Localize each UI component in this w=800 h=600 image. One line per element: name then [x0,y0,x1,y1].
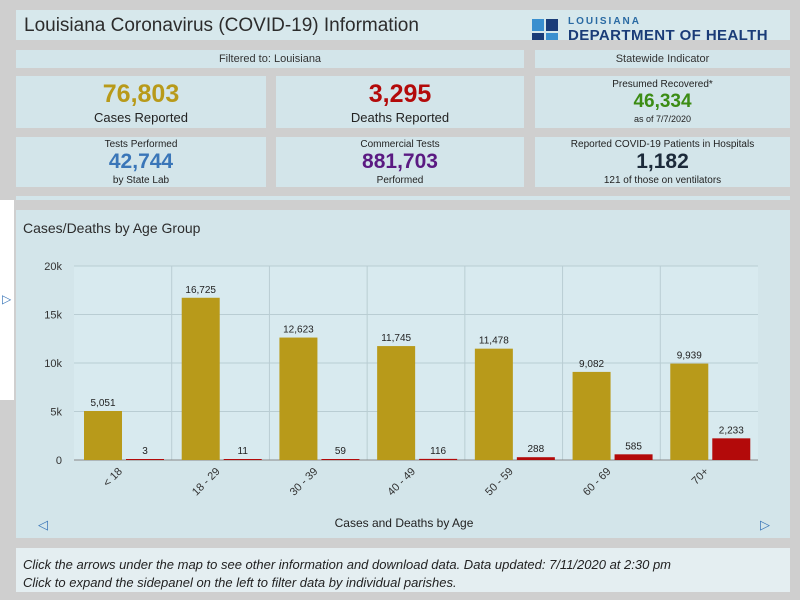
cases-data-label: 11,745 [381,333,411,344]
recovered-label: Presumed Recovered* [612,79,713,90]
filter-label: Filtered to: Louisiana [16,50,524,68]
hospital-label: Reported COVID-19 Patients in Hospitals [570,139,755,150]
deaths-data-label: 59 [335,446,347,457]
chevron-right-icon[interactable]: ▷ [2,292,12,306]
chart-nav-label: Cases and Deaths by Age [334,516,474,530]
recovered-value: 46,334 [633,91,692,112]
deaths-data-label: 3 [142,446,148,457]
y-tick-label: 10k [44,358,62,370]
ldh-logo-mark-icon [532,19,558,40]
cases-label: Cases Reported [94,110,188,125]
chart-title: Cases/Deaths by Age Group [23,220,201,236]
cases-card: 76,803 Cases Reported [16,76,266,128]
tests-label: Tests Performed [104,139,178,150]
cases-data-label: 16,725 [185,285,216,296]
y-tick-label: 20k [44,261,62,273]
cases-bar[interactable] [474,348,513,460]
y-tick-label: 15k [44,310,62,322]
deaths-bar[interactable] [516,457,555,460]
x-tick-label: < 18 [101,466,125,490]
x-tick-label: 30 - 39 [288,466,321,499]
recovered-card: Presumed Recovered* 46,334 as of 7/7/202… [535,76,790,128]
chevron-right-icon[interactable]: ▷ [760,517,770,532]
deaths-data-label: 116 [430,446,446,457]
cases-bar[interactable] [84,411,122,460]
cases-value: 76,803 [102,80,180,108]
deaths-data-label: 11 [238,446,249,457]
cases-data-label: 12,623 [283,325,314,336]
hospital-card: Reported COVID-19 Patients in Hospitals … [535,137,790,187]
deaths-data-label: 288 [528,444,545,455]
cases-bar[interactable] [670,363,709,460]
x-tick-label: 70+ [690,466,712,488]
deaths-bar[interactable] [614,454,653,460]
tests-value: 42,744 [108,150,174,173]
deaths-bar[interactable] [126,459,164,460]
cases-bar[interactable] [279,337,318,460]
cases-data-label: 9,082 [579,359,604,370]
deaths-bar[interactable] [223,459,262,460]
deaths-card: 3,295 Deaths Reported [276,76,524,128]
cases-data-label: 5,051 [90,398,115,409]
y-tick-label: 0 [56,455,62,467]
commercial-tests-card: Commercial Tests 881,703 Performed [276,137,524,187]
x-tick-label: 18 - 29 [190,466,223,499]
sidepanel-expand-tab[interactable]: ▷ [0,200,14,400]
tests-card: Tests Performed 42,744 by State Lab [16,137,266,187]
statewide-label: Statewide Indicator [535,50,790,68]
cases-data-label: 11,478 [479,336,509,347]
deaths-data-label: 2,233 [719,425,744,436]
footer-line-1: Click the arrows under the map to see ot… [23,557,672,572]
age-group-bar-chart: 0 5k 10k 15k 20k 5,051 3 < 18 16,725 11 18 - 29 12,… [44,261,758,499]
tests-sub: by State Lab [112,175,170,186]
footer-info: Click the arrows under the map to see ot… [16,548,790,592]
deaths-data-label: 585 [625,441,642,452]
hospital-value: 1,182 [636,150,689,173]
header-bar: Louisiana Coronavirus (COVID-19) Informa… [16,10,790,40]
deaths-bar[interactable] [419,458,458,460]
cases-bar[interactable] [181,297,220,460]
divider [16,196,790,200]
logo-text-louisiana: LOUISIANA [568,16,641,27]
x-tick-label: 50 - 59 [483,466,516,499]
deaths-bar[interactable] [712,438,751,460]
y-tick-label: 5k [50,407,62,419]
commercial-tests-sub: Performed [376,175,424,186]
x-tick-label: 60 - 69 [581,466,614,499]
chart-panel: 0 5k 10k 15k 20k 5,051 3 < 18 16,725 11 18 - 29 12,… [16,210,790,538]
cases-bar[interactable] [572,371,611,460]
page-title: Louisiana Coronavirus (COVID-19) Informa… [24,15,419,36]
chart-nav-bar: ◁ Cases and Deaths by Age ▷ [28,512,780,538]
deaths-label: Deaths Reported [350,110,450,125]
logo-text-department: DEPARTMENT OF HEALTH [568,27,768,40]
deaths-bar[interactable] [321,459,360,460]
cases-data-label: 9,939 [677,351,702,362]
footer-line-2: Click to expand the sidepanel on the lef… [23,575,457,590]
hospital-sub: 121 of those on ventilators [603,175,722,186]
deaths-value: 3,295 [368,80,432,108]
commercial-tests-label: Commercial Tests [360,139,440,150]
cases-bar[interactable] [377,346,416,460]
x-tick-label: 40 - 49 [385,466,418,499]
ldh-logo: LOUISIANA DEPARTMENT OF HEALTH [530,14,790,40]
chevron-left-icon[interactable]: ◁ [38,517,48,532]
commercial-tests-value: 881,703 [362,150,438,173]
recovered-date: as of 7/7/2020 [633,114,692,124]
